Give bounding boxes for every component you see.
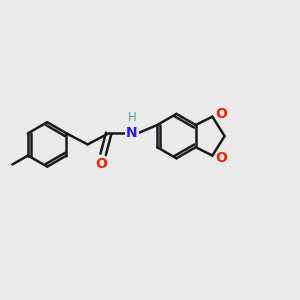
Text: O: O <box>216 151 228 165</box>
Text: N: N <box>126 126 138 140</box>
Text: O: O <box>95 157 107 171</box>
Text: O: O <box>216 107 228 122</box>
Text: H: H <box>128 111 136 124</box>
